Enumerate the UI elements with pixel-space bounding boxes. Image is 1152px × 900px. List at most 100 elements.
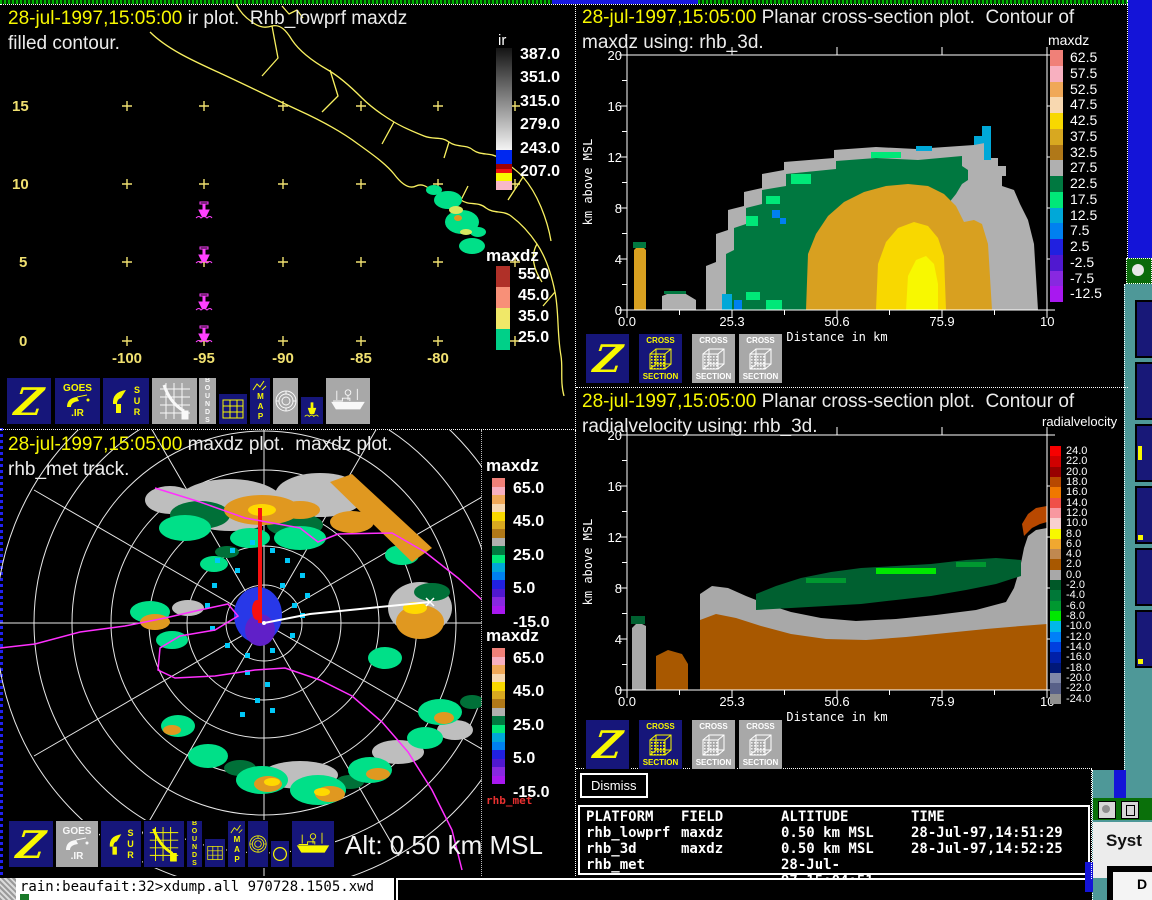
grid-button[interactable]	[204, 838, 226, 868]
cross-section-button[interactable]: CROSS SECTION	[691, 333, 736, 384]
colorbar-labels: 62.5 57.5 52.5 47.5 42.5 37.5 32.5 27.5 22.5 17.5…	[1070, 49, 1102, 302]
col-field: FIELD	[681, 809, 724, 825]
tool-button[interactable]	[1135, 424, 1152, 482]
dialog-scrap: D	[1107, 866, 1152, 900]
bounds-button[interactable]: BOUNDS	[198, 377, 217, 425]
tool-button[interactable]	[1135, 548, 1152, 606]
grid-radar-button[interactable]	[143, 820, 185, 868]
colorbar-ramp	[492, 648, 505, 784]
terminal-scrollbar[interactable]	[0, 878, 17, 900]
sur-radar-button[interactable]: SUR	[102, 377, 150, 425]
titlebar-circle-button[interactable]	[1098, 801, 1116, 819]
colorbar-title: ir	[498, 32, 507, 49]
cross-label: CROSS	[646, 336, 675, 345]
background-window	[396, 878, 1092, 900]
tool-button[interactable]	[1135, 610, 1152, 668]
section-label: SECTION	[642, 758, 679, 767]
col-platform: PLATFORM	[586, 809, 654, 825]
colorbar-labels: 65.0 45.0 25.0 5.0 -15.0	[513, 650, 550, 801]
center-velocity-cluster	[205, 508, 310, 717]
ship-button[interactable]	[325, 377, 371, 425]
tool-button[interactable]	[1135, 486, 1152, 544]
col-time: TIME	[911, 809, 945, 825]
cross-section-button-active[interactable]: CROSS SECTION	[638, 719, 683, 770]
panel-title-line2: filled contour.	[8, 33, 120, 54]
colorbar-ramp	[496, 266, 510, 350]
section-label: SECTION	[695, 372, 732, 381]
window-titlebar[interactable]	[1093, 798, 1152, 820]
satellite-dish-icon	[66, 837, 89, 850]
grid-button[interactable]	[218, 393, 248, 425]
goes-ir-button[interactable]: GOES .IR	[55, 820, 99, 868]
range-rings-icon	[275, 390, 296, 412]
left-border-blue	[0, 428, 3, 898]
range-rings-button[interactable]	[272, 377, 299, 425]
top-border-blue	[552, 0, 698, 4]
range-rings-button[interactable]	[247, 820, 269, 868]
background-window-blue	[1128, 0, 1152, 258]
colorbar-maxdz-2: maxdz 65.0 45.0 25.0 5.0 -15.0	[486, 626, 576, 801]
svg-text:0: 0	[615, 683, 622, 698]
colorbar-labels: 387.0 351.0 315.0 279.0 243.0 207.0	[520, 46, 561, 180]
bounds-button[interactable]: BOUNDS	[186, 820, 203, 868]
titlebar-square-button[interactable]	[1121, 801, 1139, 819]
colorbar-labels: 24.0 22.0 20.0 18.0 16.0 14.0 12.0 10.0 8.0 6.0 4.…	[1066, 445, 1092, 705]
svg-text:16: 16	[608, 99, 622, 114]
cross-section-button[interactable]: CROSS SECTION	[738, 719, 783, 770]
goes-sub-label: .IR	[70, 851, 84, 862]
panel-divider	[576, 387, 1128, 388]
colorbar-title: maxdz	[486, 456, 539, 475]
zebra-menu-button[interactable]: Z	[6, 377, 52, 425]
grid-radar-button[interactable]	[151, 377, 198, 425]
grid-icon	[207, 846, 223, 860]
sur-radar-button[interactable]: SUR	[100, 820, 142, 868]
ship-icon	[296, 832, 330, 853]
svg-text:km above MSL: km above MSL	[581, 519, 595, 606]
svg-text:4: 4	[615, 252, 622, 267]
svg-text:4: 4	[615, 632, 622, 647]
buoy-icon	[304, 401, 319, 417]
svg-text:16: 16	[608, 479, 622, 494]
range-rings-icon	[249, 835, 267, 853]
colorbar-labels: 65.0 45.0 25.0 5.0 -15.0	[513, 480, 550, 631]
terminal-window[interactable]: rain:beaufait:32>xdump.all 970728.1505.x…	[0, 878, 1092, 900]
zebra-menu-button[interactable]: Z	[8, 820, 54, 868]
goes-ir-button[interactable]: GOES .IR	[54, 377, 101, 425]
cross-section-button-active[interactable]: CROSS SECTION	[638, 333, 683, 384]
z-logo-icon: Z	[590, 336, 625, 381]
cross-label: CROSS	[699, 722, 728, 731]
zebra-menu-button[interactable]: Z	[585, 719, 630, 770]
tool-button[interactable]	[1135, 362, 1152, 420]
cell-time: 28-Jul-97,14:52:25	[911, 841, 1063, 857]
buoy-markers	[195, 201, 213, 343]
buoy-button[interactable]	[300, 396, 324, 425]
axis-tick-labels: 20 16 12 8 4 0 0.0 25.3 50.6 75.9 10 Dis…	[581, 48, 1054, 344]
cross-section-button[interactable]: CROSS SECTION	[738, 333, 783, 384]
terminal-body[interactable]: rain:beaufait:32>xdump.all 970728.1505.x…	[16, 878, 394, 900]
zebra-menu-button[interactable]: Z	[585, 333, 630, 384]
svg-text:50.6: 50.6	[824, 694, 849, 709]
cross-section-button[interactable]: CROSS SECTION	[691, 719, 736, 770]
svg-text:10: 10	[1040, 314, 1054, 329]
panel-divider	[575, 430, 576, 876]
ship-button[interactable]	[291, 820, 335, 868]
cube-icon	[702, 348, 724, 369]
circle-icon	[273, 847, 287, 861]
colorbar-title: radialvelocity	[1042, 414, 1118, 429]
svg-text:12: 12	[608, 530, 622, 545]
panel-radar-ppi: 28-jul-1997,15:05:00 maxdz plot. maxdz p…	[0, 430, 576, 876]
window-control-button[interactable]	[1126, 258, 1152, 284]
ytick-10: 10	[12, 176, 29, 193]
cell-altitude: 0.50 km MSL	[781, 841, 874, 857]
cell-altitude: 0.50 km MSL	[781, 825, 874, 841]
colorbar-maxdz-1: maxdz 65.0 45.0 25.0 5.0 -15.0	[486, 456, 576, 631]
circle-button[interactable]	[270, 840, 290, 868]
colorbar-maxdz: maxdz 55.0 45.0 35.0 25.0	[486, 246, 574, 366]
svg-text:0.0: 0.0	[618, 694, 636, 709]
corner-window-area: Syst D	[1085, 770, 1152, 900]
map-button[interactable]: MAP	[227, 820, 246, 868]
map-button[interactable]: MAP	[249, 377, 271, 425]
tool-button[interactable]	[1135, 300, 1152, 358]
colorbar-divider	[481, 430, 482, 876]
dismiss-button[interactable]: Dismiss	[580, 773, 648, 798]
